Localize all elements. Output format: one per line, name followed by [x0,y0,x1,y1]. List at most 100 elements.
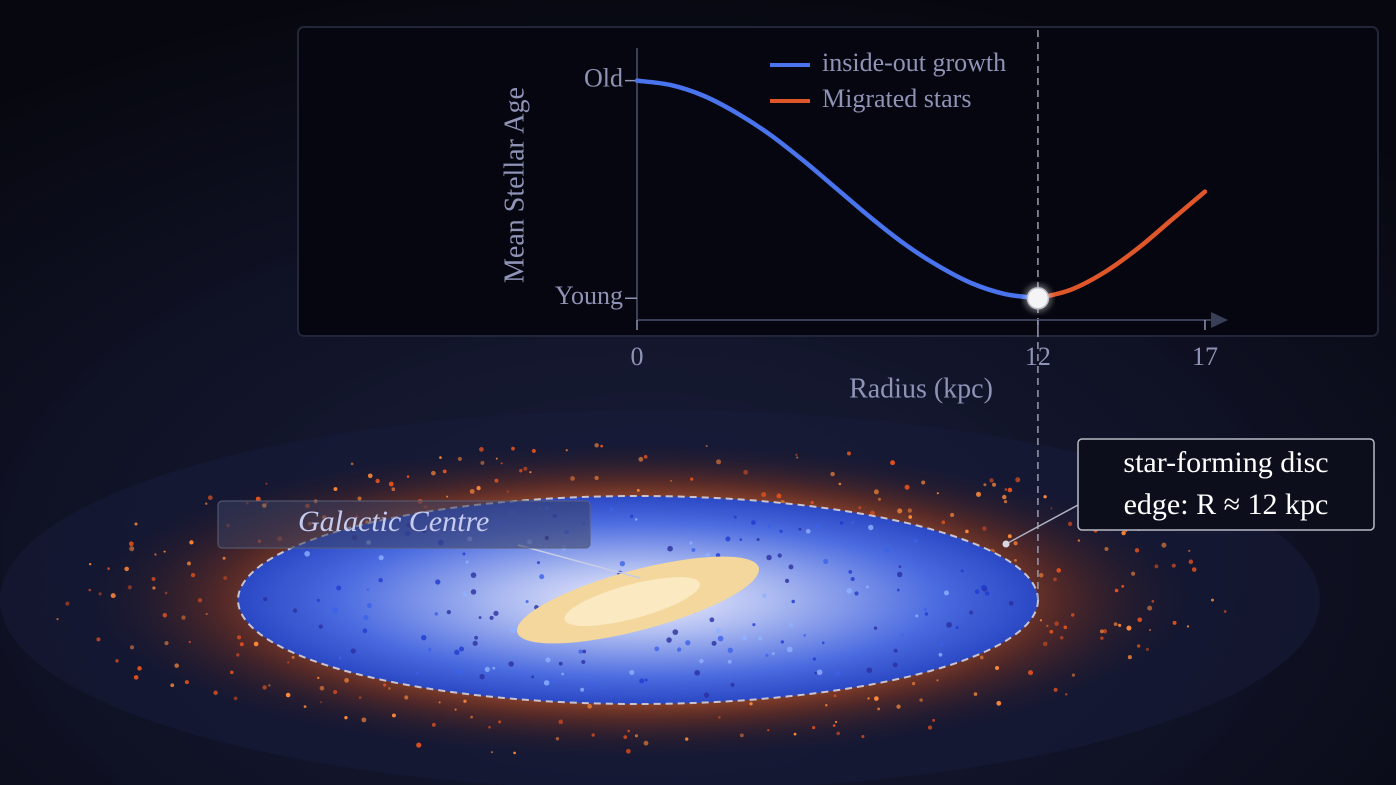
star [333,690,338,695]
star [578,649,583,654]
legend-label: Migrated stars [822,84,971,113]
star [1134,548,1140,553]
star [1147,605,1153,611]
star [498,720,502,724]
star [375,478,380,484]
star [892,662,898,668]
star [1028,670,1034,676]
star [529,471,532,474]
star [1042,641,1048,647]
star [805,528,811,534]
star [129,546,135,552]
star [716,459,722,465]
star [543,680,550,686]
star [457,456,462,461]
star [291,655,295,659]
star [791,599,796,604]
star [525,599,529,604]
star [137,666,142,671]
star [107,567,110,570]
star [877,707,881,711]
star [634,518,638,521]
star [366,603,372,609]
star [531,675,535,679]
star [1114,588,1119,593]
star [170,683,175,688]
star [751,520,756,525]
star [1099,629,1104,634]
star [780,640,784,644]
star [884,547,890,553]
star [938,652,943,657]
star [908,515,913,519]
annotation: star-forming disc [1123,446,1328,479]
star [629,669,635,675]
star [506,490,510,493]
star [765,653,769,657]
bulge [517,556,759,644]
star [810,500,814,505]
star [459,646,465,652]
star [363,614,369,621]
star [955,626,959,630]
star [154,553,157,556]
star [739,733,744,738]
star [718,716,721,719]
star [749,702,753,706]
star [205,612,208,616]
star [189,540,194,545]
star [490,751,493,754]
star [907,508,912,513]
star [358,696,362,699]
star [236,653,240,657]
star [187,561,191,566]
star [821,641,825,645]
star [600,685,605,689]
star [213,690,218,696]
star [1121,530,1126,536]
star [587,704,592,709]
star [873,626,878,630]
star [184,680,189,685]
star [265,482,268,485]
star [1137,644,1141,648]
star [1056,568,1062,573]
star [479,447,484,452]
star [779,529,783,533]
star [442,469,447,474]
star [1102,629,1108,634]
star [717,635,724,642]
star [897,508,903,514]
star [733,515,737,519]
star [589,682,594,687]
star [630,514,634,518]
star [1007,487,1013,493]
star [1071,673,1076,677]
star [454,708,457,711]
star [638,456,644,462]
star [851,521,855,524]
star [960,569,964,573]
star [565,449,568,452]
star [1053,687,1058,692]
star [317,676,320,680]
star [463,699,467,703]
star [316,598,320,602]
star [469,489,475,494]
star [1172,620,1177,625]
star [873,489,879,495]
star [438,701,441,704]
star [431,722,436,727]
star [689,541,693,545]
star [639,678,645,684]
star [941,520,946,525]
star [672,629,679,636]
star [685,640,691,646]
star [911,681,916,686]
star [725,536,731,542]
star [253,641,259,647]
star [981,584,987,591]
star [898,565,902,568]
star [1065,693,1068,696]
